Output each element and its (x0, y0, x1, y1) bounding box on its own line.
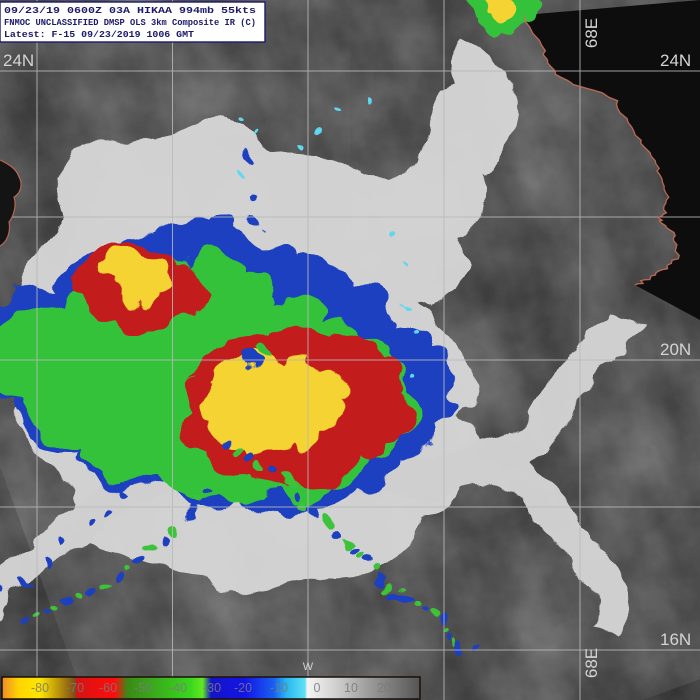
svg-text:-30: -30 (203, 681, 221, 695)
svg-text:20: 20 (377, 681, 391, 695)
svg-text:-70: -70 (66, 681, 84, 695)
svg-text:-20: -20 (234, 681, 252, 695)
svg-text:10: 10 (344, 681, 358, 695)
svg-text:68E: 68E (582, 648, 601, 678)
svg-text:24N: 24N (660, 51, 691, 70)
svg-text:W: W (303, 661, 314, 673)
svg-text:Latest: F-15 09/23/2019 1006 G: Latest: F-15 09/23/2019 1006 GMT (4, 29, 194, 40)
svg-text:09/23/19 0600Z 03A HIKAA 994mb: 09/23/19 0600Z 03A HIKAA 994mb 55kts (4, 5, 257, 16)
svg-text:-10: -10 (270, 681, 288, 695)
svg-text:0: 0 (314, 681, 321, 695)
svg-text:-60: -60 (99, 681, 117, 695)
svg-text:-50: -50 (134, 681, 152, 695)
svg-text:68E: 68E (582, 18, 601, 48)
svg-text:16N: 16N (660, 630, 691, 649)
svg-text:-80: -80 (31, 681, 49, 695)
svg-text:24N: 24N (3, 51, 34, 70)
svg-text:-40: -40 (169, 681, 187, 695)
svg-text:20N: 20N (660, 340, 691, 359)
svg-text:FNMOC UNCLASSIFIED DMSP OLS 3k: FNMOC UNCLASSIFIED DMSP OLS 3km Composit… (4, 17, 256, 28)
